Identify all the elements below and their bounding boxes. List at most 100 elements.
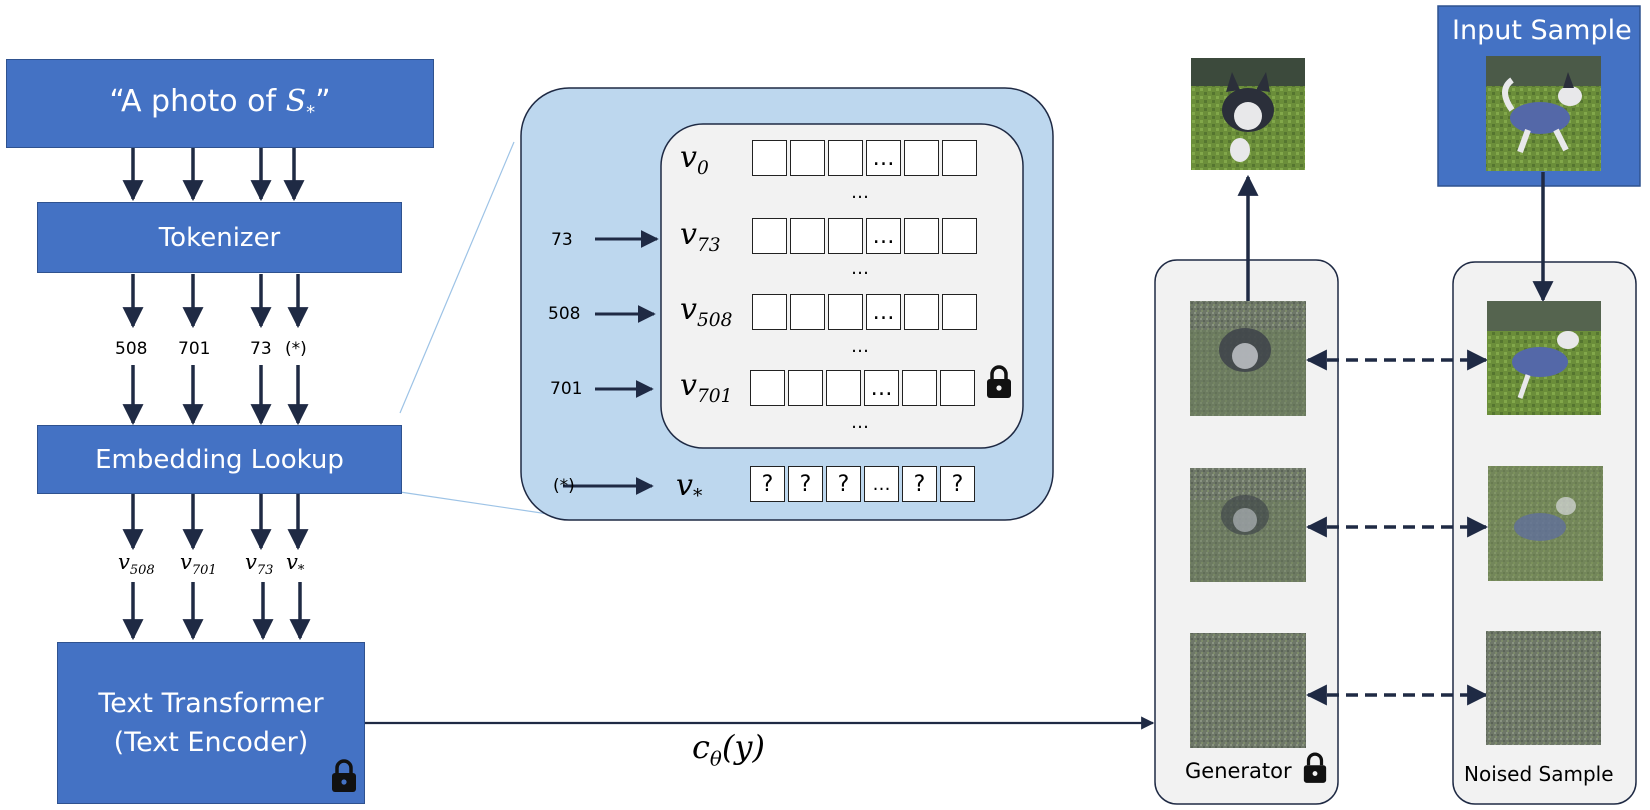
embedding-cell-ellipsis: …	[866, 140, 901, 176]
generator-label: Generator	[1185, 759, 1292, 783]
learned-cell: ?	[826, 466, 861, 502]
embedding-cell-ellipsis: …	[864, 370, 899, 406]
lock-icon	[332, 759, 356, 792]
embedding-cell	[788, 370, 823, 406]
input-sample-image	[1486, 56, 1601, 171]
index-star: (*)	[553, 476, 575, 496]
v-subscript: *	[297, 563, 305, 579]
v-subscript: 0	[696, 158, 709, 179]
embedding-lookup-label: Embedding Lookup	[95, 444, 344, 475]
token-id-701: 701	[178, 339, 211, 359]
v-symbol: v	[680, 217, 697, 252]
v-subscript: 508	[696, 310, 733, 331]
row-gap-ellipsis: …	[851, 336, 869, 357]
text-encoder-box: Text Transformer (Text Encoder)	[57, 642, 365, 804]
embedding-cell	[828, 218, 863, 254]
v-subscript: 701	[696, 386, 733, 407]
v-subscript: 73	[256, 563, 274, 579]
v-symbol: v	[680, 368, 697, 403]
generated-image	[1191, 58, 1305, 170]
embedding-output-vstar: v*	[286, 550, 304, 578]
v-subscript: 701	[191, 563, 217, 579]
input-sample-label: Input Sample	[1452, 15, 1632, 46]
embedding-row-label-vstar: v*	[676, 468, 702, 507]
v-subscript: 73	[696, 235, 721, 256]
v-subscript: *	[692, 486, 703, 507]
prompt-text-prefix: “A photo of	[109, 84, 286, 119]
embedding-row-label-v0: v0	[680, 140, 709, 179]
embedding-row-label-v701: v701	[680, 368, 732, 407]
generator-step-3-image	[1190, 633, 1306, 748]
embedding-cell	[942, 294, 977, 330]
text-encoder-label-line1: Text Transformer	[98, 687, 324, 719]
embedding-cell	[904, 218, 939, 254]
lock-icon	[987, 365, 1011, 398]
token-id-star: (*)	[285, 339, 307, 359]
conditioning-argument: (y)	[721, 728, 765, 766]
embedding-cell	[790, 218, 825, 254]
learned-cell: ?	[750, 466, 785, 502]
prompt-box: “A photo of S*”	[6, 59, 434, 148]
embedding-row-label-v508: v508	[680, 292, 732, 331]
tokenizer-box: Tokenizer	[37, 202, 402, 273]
row-gap-ellipsis: …	[851, 412, 869, 433]
token-id-73: 73	[250, 339, 272, 359]
noised-step-2-image	[1488, 466, 1603, 581]
embedding-row-label-v73: v73	[680, 217, 721, 256]
prompt-text: “A photo of S*”	[109, 84, 330, 123]
embedding-cell	[790, 140, 825, 176]
embedding-cell	[750, 370, 785, 406]
embedding-cell	[828, 140, 863, 176]
embedding-cell	[752, 294, 787, 330]
token-id-508: 508	[115, 339, 148, 359]
frozen-embeddings-panel	[660, 123, 1024, 449]
embedding-cell	[942, 218, 977, 254]
embedding-cell	[752, 218, 787, 254]
embedding-cell	[940, 370, 975, 406]
prompt-token-subscript: *	[306, 102, 316, 123]
v-symbol: v	[118, 550, 130, 574]
embedding-cell	[942, 140, 977, 176]
v-symbol: v	[245, 550, 257, 574]
learned-cell-ellipsis: …	[864, 466, 899, 502]
noised-step-1-image	[1487, 301, 1601, 415]
learned-cell: ?	[788, 466, 823, 502]
text-encoder-label-line2: (Text Encoder)	[113, 727, 309, 758]
embedding-output-v701: v701	[180, 550, 217, 578]
index-73: 73	[551, 230, 573, 250]
row-gap-ellipsis: …	[851, 182, 869, 203]
embedding-output-v508: v508	[118, 550, 155, 578]
lock-icon	[1303, 752, 1327, 783]
embedding-cell	[902, 370, 937, 406]
embedding-cell-ellipsis: …	[866, 294, 901, 330]
noised-sample-label: Noised Sample	[1464, 762, 1614, 786]
prompt-token-symbol: S	[285, 84, 307, 119]
embedding-cell	[752, 140, 787, 176]
v-symbol: v	[680, 292, 697, 327]
v-symbol: v	[180, 550, 192, 574]
noised-step-3-image	[1486, 631, 1601, 745]
generator-step-2-image	[1190, 468, 1306, 582]
embedding-cell	[790, 294, 825, 330]
tokenizer-label: Tokenizer	[158, 222, 281, 253]
v-subscript: 508	[129, 563, 155, 579]
embedding-lookup-box: Embedding Lookup	[37, 425, 402, 494]
embedding-output-v73: v73	[245, 550, 273, 578]
conditioning-label: cθ(y)	[692, 728, 765, 770]
v-symbol: v	[680, 140, 697, 175]
prompt-close-quote: ”	[315, 84, 331, 119]
v-symbol: v	[676, 468, 693, 503]
index-508: 508	[548, 304, 581, 324]
v-symbol: v	[286, 550, 298, 574]
embedding-cell	[904, 294, 939, 330]
conditioning-symbol: c	[692, 728, 710, 766]
conditioning-subscript: θ	[709, 747, 722, 771]
generator-step-1-image	[1190, 301, 1306, 416]
row-gap-ellipsis: …	[851, 258, 869, 279]
embedding-cell	[904, 140, 939, 176]
learned-cell: ?	[940, 466, 975, 502]
embedding-cell	[826, 370, 861, 406]
index-701: 701	[550, 379, 583, 399]
learned-cell: ?	[902, 466, 937, 502]
